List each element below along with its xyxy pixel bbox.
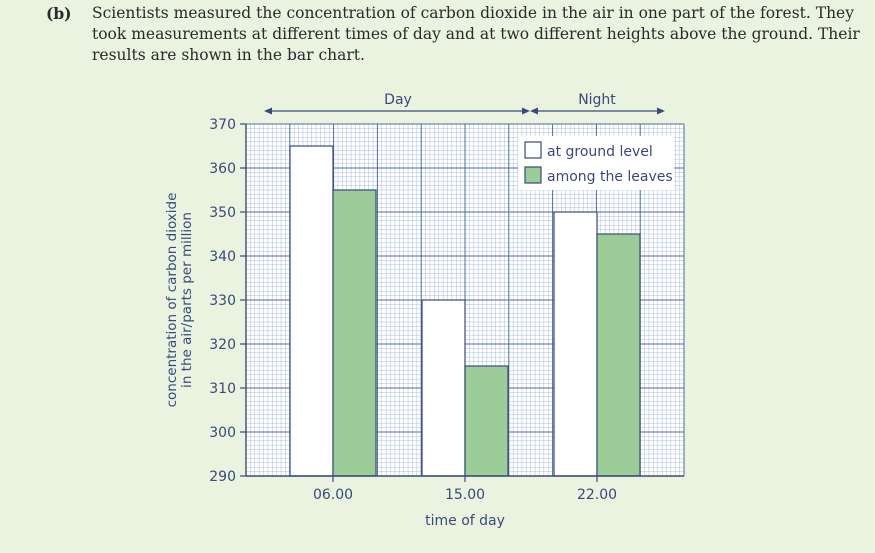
- night-label: Night: [578, 92, 616, 108]
- y-tick-label: 360: [209, 161, 236, 177]
- x-tick-label: 15.00: [445, 487, 485, 503]
- y-tick-labels: 290 300 310 320 330 340 350 360 370: [209, 117, 236, 485]
- question-part-label: (b): [46, 4, 72, 23]
- question-text: Scientists measured the concentration of…: [92, 4, 860, 64]
- y-tick-label: 320: [209, 337, 236, 353]
- legend-label-leaves: among the leaves: [547, 169, 673, 185]
- bar-leaves-0600: [332, 189, 377, 477]
- night-arrow-right-head: [657, 107, 665, 115]
- day-arrow-left-head: [264, 107, 272, 115]
- y-axis-label: concentration of carbon dioxide in the a…: [164, 193, 195, 408]
- x-axis-label: time of day: [425, 513, 505, 529]
- day-label: Day: [384, 92, 412, 108]
- x-tick-label: 22.00: [577, 487, 617, 503]
- legend: at ground level among the leaves: [518, 136, 674, 190]
- x-tick-labels: 06.00 15.00 22.00: [313, 487, 617, 503]
- axes: [240, 123, 684, 482]
- y-axis-label-line-1: concentration of carbon dioxide: [164, 193, 180, 408]
- y-tick-label: 370: [209, 117, 236, 133]
- x-tick-label: 06.00: [313, 487, 353, 503]
- bar-leaves-2200: [596, 233, 641, 477]
- y-tick-label: 300: [209, 425, 236, 441]
- y-tick-label: 290: [209, 469, 236, 485]
- legend-swatch-ground: [524, 141, 542, 159]
- legend-swatch-leaves: [524, 166, 542, 184]
- legend-background: [518, 136, 674, 190]
- y-tick-label: 340: [209, 249, 236, 265]
- bar-ground-2200: [553, 211, 598, 477]
- bar-leaves-1500: [464, 365, 509, 477]
- y-axis-label-line-2: in the air/parts per million: [179, 212, 195, 388]
- night-arrow-left-head: [530, 107, 538, 115]
- day-night-arrows: [264, 107, 665, 115]
- y-tick-label: 350: [209, 205, 236, 221]
- bars: [289, 145, 641, 477]
- legend-label-ground: at ground level: [547, 144, 653, 160]
- y-tick-label: 310: [209, 381, 236, 397]
- day-arrow-right-head: [522, 107, 530, 115]
- bar-ground-0600: [289, 145, 334, 477]
- bar-ground-1500: [421, 299, 466, 477]
- y-tick-label: 330: [209, 293, 236, 309]
